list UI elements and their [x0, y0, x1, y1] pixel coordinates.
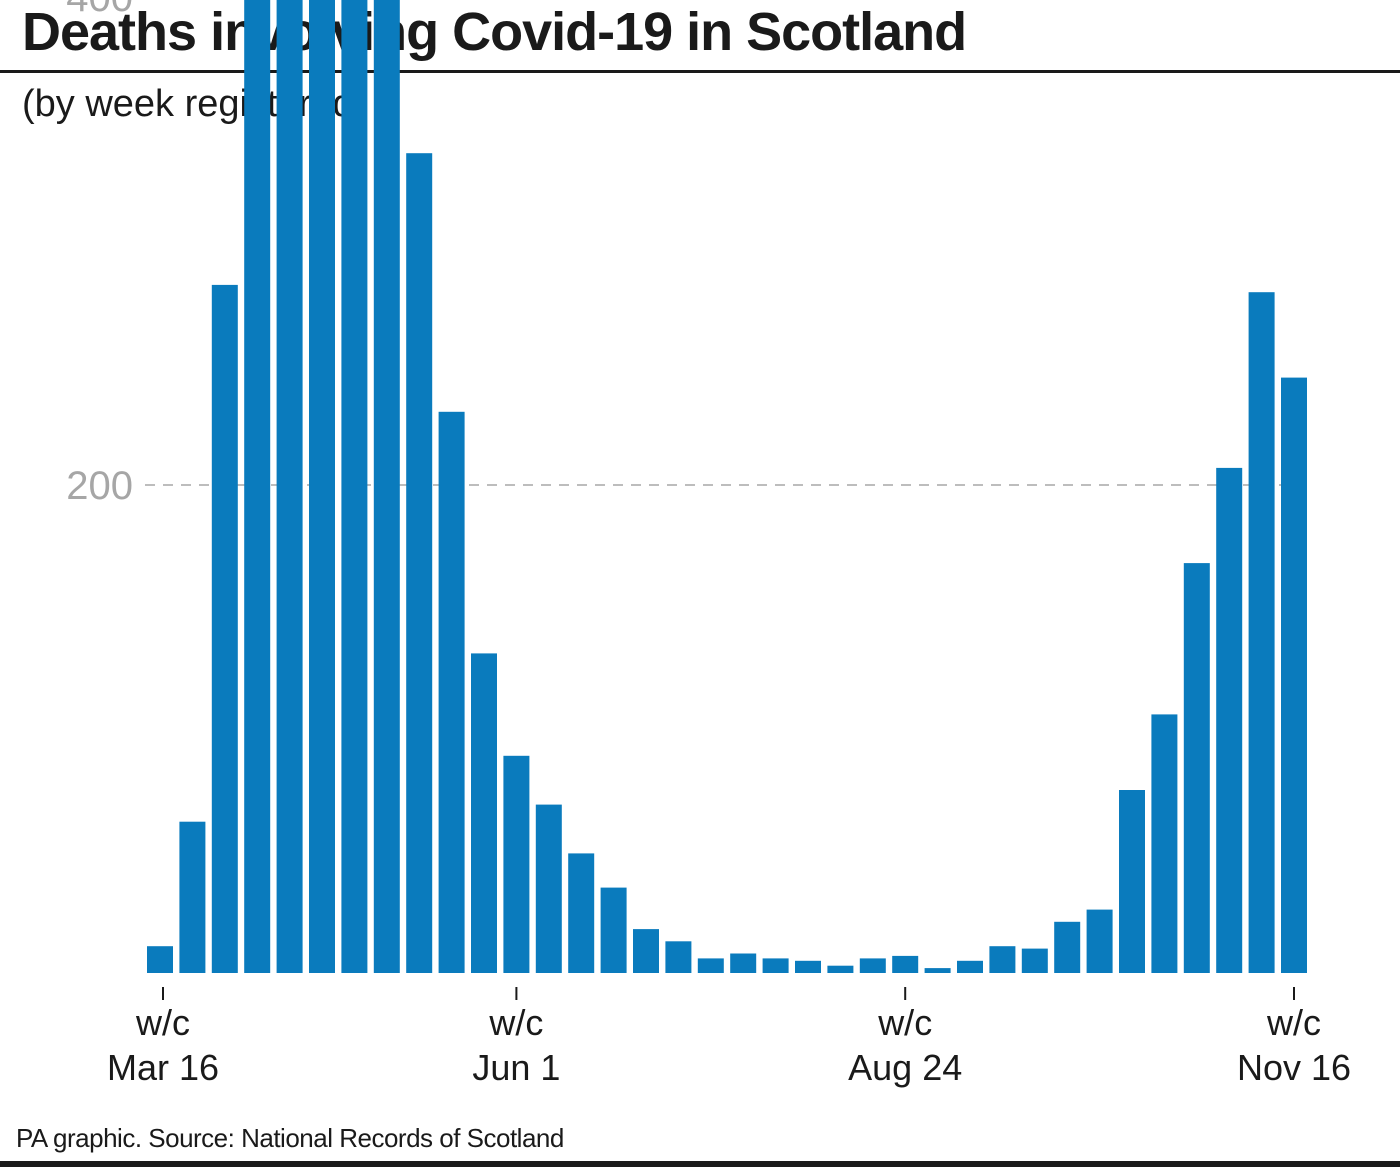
bar-16	[665, 941, 692, 973]
bar-25	[957, 960, 983, 973]
bar-29	[1086, 909, 1113, 973]
x-tick-label-line1-0: w/c	[135, 1002, 190, 1043]
bar-7	[373, 0, 400, 973]
bottom-divider	[0, 1161, 1400, 1167]
bar-13	[568, 853, 595, 973]
bar-2	[211, 284, 238, 973]
bar-1	[179, 821, 206, 973]
bar-35	[1281, 377, 1307, 974]
bar-18	[730, 953, 757, 973]
bars	[147, 0, 1307, 974]
bar-8	[406, 153, 433, 973]
x-tick-label-line2-1: Jun 1	[472, 1047, 560, 1088]
bar-22	[859, 958, 886, 973]
bar-28	[1054, 921, 1081, 973]
bar-10	[471, 653, 497, 973]
x-tick-label-line1-3: w/c	[1266, 1002, 1321, 1043]
bar-23	[892, 955, 919, 973]
y-gridlines	[145, 484, 1310, 486]
bar-19	[762, 958, 789, 973]
bar-5	[309, 0, 335, 974]
bar-33	[1216, 467, 1243, 973]
bar-20	[795, 960, 821, 973]
x-tick-label-line2-3: Nov 16	[1237, 1047, 1351, 1088]
bar-6	[341, 0, 368, 974]
y-tick-label-200: 200	[66, 464, 133, 508]
bar-9	[438, 411, 465, 973]
x-tick-label-line2-2: Aug 24	[848, 1047, 962, 1088]
bar-32	[1183, 563, 1210, 973]
bar-31	[1151, 714, 1178, 973]
chart-subtitle: (by week registered)	[22, 83, 367, 125]
title-divider	[0, 70, 1400, 73]
x-tick-label-line2-0: Mar 16	[107, 1047, 219, 1088]
bar-30	[1119, 790, 1145, 973]
bar-0	[147, 946, 173, 973]
bar-34	[1248, 292, 1275, 973]
bar-24	[924, 968, 951, 973]
bar-21	[827, 965, 854, 973]
y-tick-labels: 200400600	[66, 0, 133, 508]
x-tick-label-line1-2: w/c	[877, 1002, 932, 1043]
bar-15	[633, 929, 659, 973]
bar-14	[600, 887, 627, 973]
bar-11	[503, 755, 530, 973]
bar-3	[244, 0, 271, 973]
bar-4	[276, 0, 303, 973]
x-ticks	[162, 987, 1295, 1000]
source-note: PA graphic. Source: National Records of …	[16, 1123, 564, 1153]
bar-27	[1021, 948, 1048, 973]
x-tick-label-line1-1: w/c	[488, 1002, 543, 1043]
y-tick-label-400: 400	[66, 0, 133, 20]
bar-12	[535, 804, 562, 973]
bar-26	[989, 946, 1016, 973]
bar-17	[697, 958, 724, 973]
chart-title: Deaths involving Covid-19 in Scotland	[22, 2, 967, 62]
